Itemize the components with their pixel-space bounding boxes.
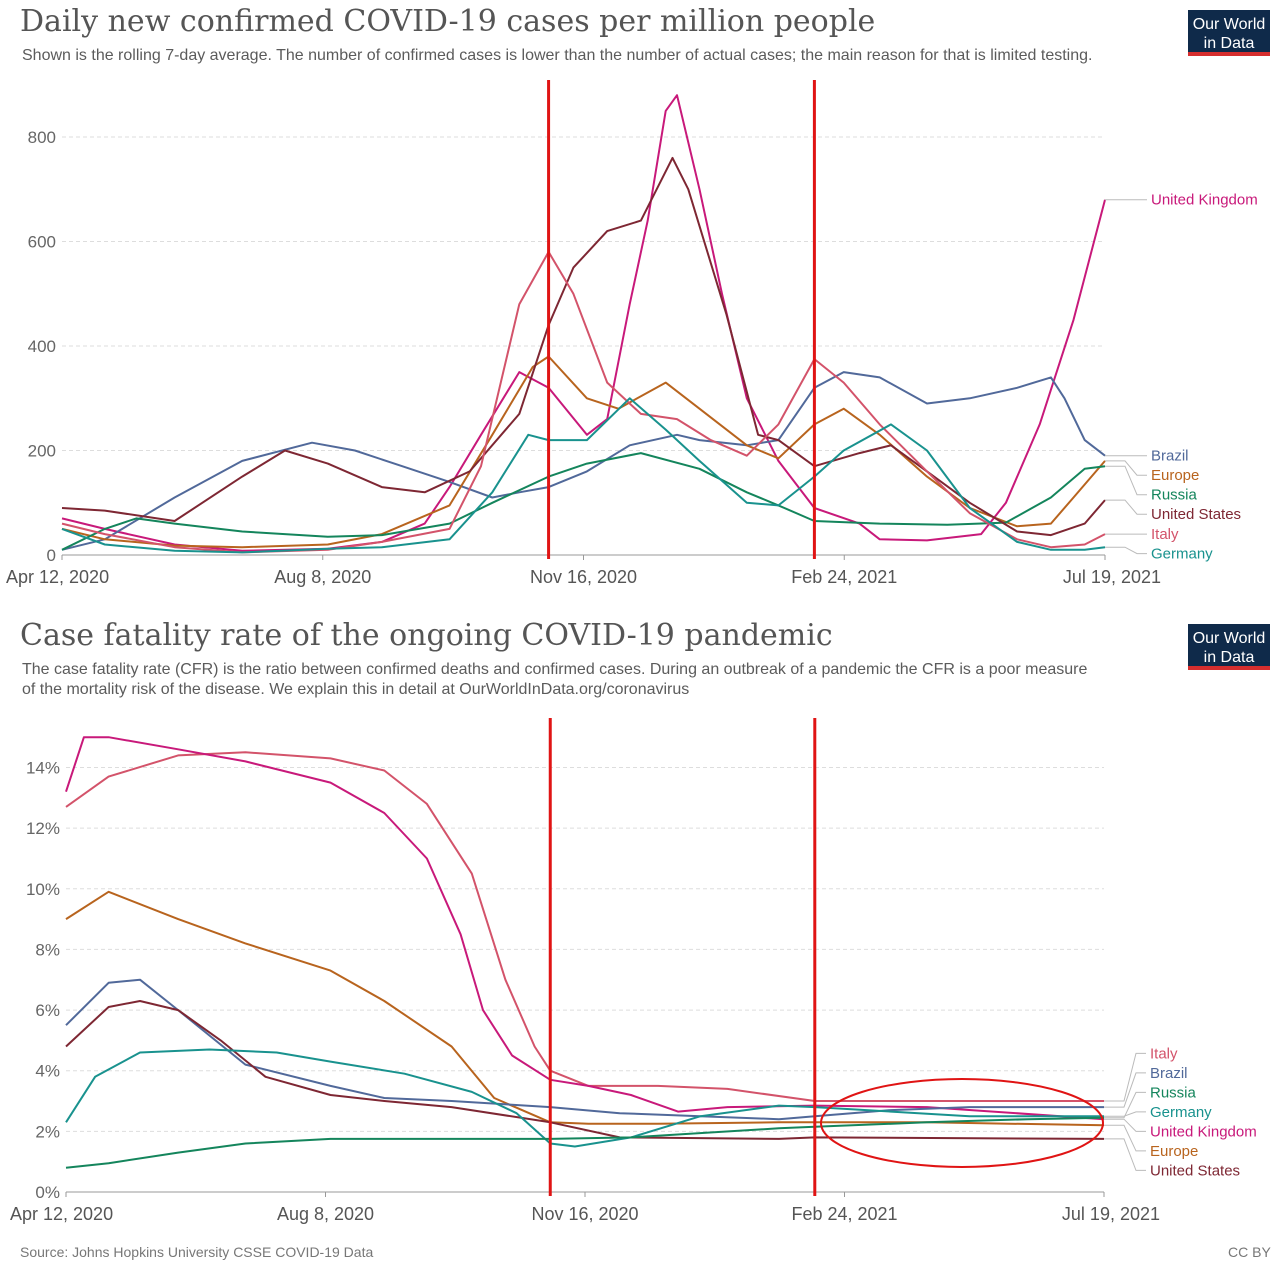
series-label-united-kingdom: United Kingdom [1150,1123,1257,1140]
cfr-chart: 0% 2% 4% 6% 8% 10% 12% 14% Apr 12, 2020 Aug 8, 20… [10,718,1257,1224]
owid-logo-line2: in Data [1203,35,1255,52]
source-note: Source: Johns Hopkins University CSSE CO… [20,1244,374,1260]
series-label-germany: Germany [1151,546,1213,563]
series-line-united-states [65,1000,1105,1140]
y-tick-label: 800 [28,128,56,147]
series-line-brazil [65,978,1104,1121]
x-tick-label: Apr 12, 2020 [6,567,109,587]
series-label-italy: Italy [1150,1045,1178,1062]
x-tick-label: Aug 8, 2020 [277,1204,374,1224]
series-label-united-states: United States [1151,506,1241,523]
owid-logo2-line2: in Data [1203,649,1255,666]
series-label-united-kingdom: United Kingdom [1151,192,1258,209]
legend-leader-brazil [1104,1072,1146,1108]
legend-leader-germany [1104,1111,1146,1117]
series-label-italy: Italy [1151,526,1179,543]
y-tick-label: 0% [35,1183,60,1202]
x-tick-label: Aug 8, 2020 [274,567,371,587]
series-line-russia [61,452,1106,551]
series-line-europe [65,890,1105,1127]
series-line-russia [65,1116,1105,1169]
license-badge[interactable]: CC BY [1228,1244,1271,1260]
x-tick-label: Apr 12, 2020 [10,1204,113,1224]
y-tick-label: 2% [35,1122,60,1141]
chart2-title: Case fatality rate of the ongoing COVID-… [20,618,833,653]
owid-logo2-line1: Our World [1192,630,1266,647]
y-tick-label: 200 [28,442,56,461]
y-tick-label: 12% [26,819,60,838]
highlight-ellipse [820,1078,1104,1168]
x-tick-label: Nov 16, 2020 [531,1204,638,1224]
chart1-subtitle: Shown is the rolling 7-day average. The … [22,47,1093,64]
legend-leader-europe [1105,460,1147,476]
owid-logo-1[interactable]: Our World in Data [1188,10,1270,56]
owid-logo-line1: Our World [1192,16,1266,33]
series-label-russia: Russia [1150,1084,1197,1101]
series-line-united-states [61,156,1106,537]
y-tick-label: 400 [28,337,56,356]
legend-leader-russia [1104,1091,1146,1119]
owid-logo-2[interactable]: Our World in Data [1188,624,1270,670]
series-label-united-states: United States [1150,1162,1240,1179]
series-line-germany [61,397,1106,554]
x-tick-label: Jul 19, 2021 [1063,567,1161,587]
cases-chart: 0 200 400 600 800 Apr 12, 2020 Aug 8, 2020 Nov … [6,80,1258,587]
series-label-europe: Europe [1151,467,1199,484]
series-line-brazil [61,371,1106,551]
y-tick-label: 10% [26,880,60,899]
series-label-brazil: Brazil [1150,1065,1188,1082]
x-tick-label: Feb 24, 2021 [791,567,897,587]
y-tick-label: 600 [28,233,56,252]
series-label-europe: Europe [1150,1143,1198,1160]
legend-leader-russia [1105,465,1147,496]
y-tick-label: 4% [35,1062,60,1081]
series-line-united-kingdom [65,736,1105,1121]
chart1-title: Daily new confirmed COVID-19 cases per m… [20,4,876,39]
x-tick-label: Nov 16, 2020 [530,567,637,587]
y-tick-label: 6% [35,1001,60,1020]
y-tick-label: 0 [47,546,56,565]
series-label-russia: Russia [1151,487,1198,504]
legend-leader-united-states [1105,499,1147,515]
legend-leader-europe [1104,1124,1146,1152]
chart2-subtitle: The case fatality rate (CFR) is the rati… [22,661,1088,698]
legend-leader-united-states [1104,1138,1146,1171]
series-label-germany: Germany [1150,1104,1212,1121]
series-label-brazil: Brazil [1151,448,1189,465]
x-tick-label: Jul 19, 2021 [1062,1204,1160,1224]
x-tick-label: Feb 24, 2021 [791,1204,897,1224]
legend-leader-germany [1105,546,1147,555]
y-tick-label: 8% [35,940,60,959]
legend-leader-italy [1104,1052,1146,1102]
series-line-italy [65,751,1104,1102]
legend-leader-united-kingdom [1104,1118,1146,1132]
y-tick-label: 14% [26,758,60,777]
series-line-germany [65,1048,1104,1148]
